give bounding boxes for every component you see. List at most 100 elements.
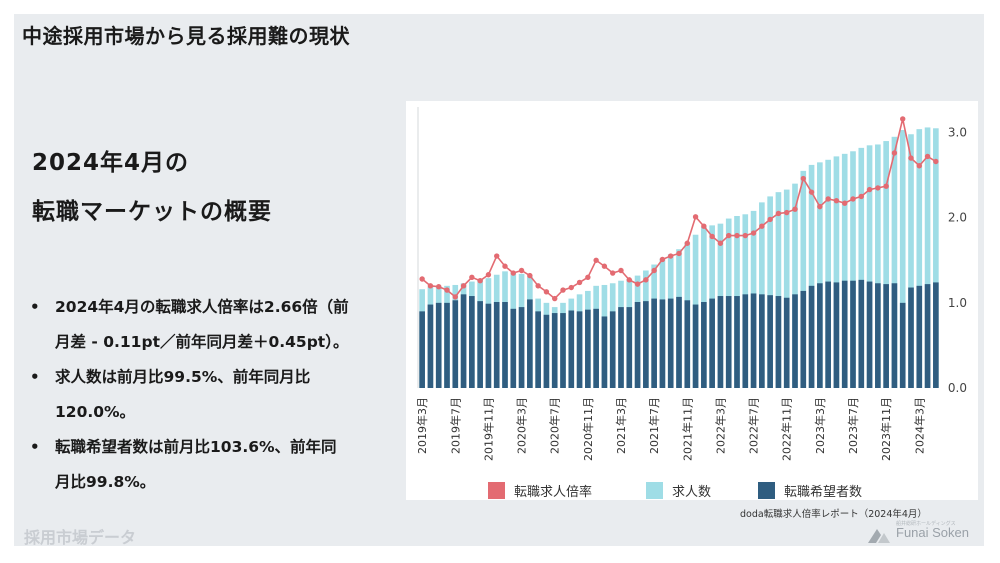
job-ratio-point	[552, 295, 558, 302]
job-seekers-bar	[817, 283, 823, 388]
job-ratio-point	[527, 272, 533, 279]
job-openings-bar	[808, 164, 815, 388]
x-tick-label: 2023年11月	[879, 397, 893, 461]
job-openings-bar	[908, 134, 914, 388]
job-seekers-bar	[750, 293, 757, 388]
legend-label: 転職求人倍率	[514, 484, 592, 500]
job-ratio-chart: 0.0 1.0 2.0 3.0 2019年3月 2019年7月 2019年11月 2020年3…	[415, 107, 967, 500]
job-ratio-point	[717, 240, 724, 246]
funai-logo-mark-icon	[868, 529, 890, 543]
job-seekers-bar	[651, 298, 657, 388]
job-ratio-point	[585, 274, 591, 281]
job-ratio-point	[858, 193, 864, 200]
job-ratio-point	[825, 196, 831, 202]
section-title-line-2: 転職マーケットの概要	[32, 199, 272, 225]
job-seekers-bar	[783, 297, 790, 388]
job-seekers-bar	[568, 310, 575, 388]
job-seekers-bar	[560, 313, 566, 388]
job-ratio-point	[792, 206, 798, 212]
job-ratio-point	[510, 270, 516, 276]
bullet-item-ratio: • 2024年4月の転職求人倍率は2.66倍（前 月差 - 0.11pt／前年同…	[30, 290, 395, 360]
job-ratio-point	[883, 183, 889, 189]
logo-subtext: 船井総研ホールディングス	[896, 521, 956, 527]
job-seekers-bar	[576, 311, 583, 388]
job-seekers-bar	[601, 316, 608, 388]
job-seekers-bar	[725, 296, 732, 388]
job-ratio-point	[875, 185, 881, 191]
job-ratio-point	[469, 274, 475, 281]
job-seekers-bar	[916, 285, 923, 388]
source-caption: doda転職求人倍率レポート（2024年4月）	[740, 509, 927, 520]
job-ratio-point	[494, 253, 500, 259]
job-seekers-bar	[527, 299, 533, 388]
job-openings-bar	[841, 153, 848, 388]
y-tick-label: 3.0	[948, 126, 967, 140]
job-ratio-point	[427, 283, 434, 289]
chart-panel: 0.0 1.0 2.0 3.0 2019年3月 2019年7月 2019年11月 2020年3…	[406, 101, 978, 500]
x-tick-label: 2020年11月	[581, 397, 595, 461]
job-seekers-bar	[493, 301, 500, 388]
job-seekers-bar	[469, 296, 475, 388]
job-seekers-bar	[485, 303, 492, 388]
job-ratio-point	[568, 284, 574, 291]
x-tick-label: 2021年11月	[680, 397, 694, 461]
job-seekers-bar	[767, 295, 773, 388]
job-seekers-bar	[618, 307, 624, 388]
job-openings-bar	[875, 144, 881, 388]
bullet-text-line: 月差 - 0.11pt／前年同月差＋0.45pt）。	[55, 333, 349, 351]
job-ratio-point	[701, 223, 707, 229]
job-openings-bar	[833, 156, 840, 388]
job-openings-bar	[899, 129, 906, 388]
job-seekers-bar	[535, 311, 541, 388]
job-ratio-point	[436, 283, 442, 290]
job-openings-bar	[891, 136, 898, 388]
job-seekers-bar	[841, 280, 848, 388]
job-seekers-bar	[850, 280, 856, 388]
job-ratio-point	[634, 281, 641, 287]
y-tick-label: 0.0	[948, 381, 967, 395]
x-tick-label: 2022年7月	[747, 397, 761, 454]
job-seekers-bar	[709, 298, 715, 388]
job-openings-bar	[800, 170, 807, 388]
section-title-line-1: 2024年4月の	[32, 150, 190, 176]
job-ratio-point	[891, 150, 898, 156]
job-seekers-bar	[891, 283, 898, 388]
job-seekers-bar	[543, 314, 550, 388]
legend-label: 転職希望者数	[784, 484, 862, 500]
job-seekers-bar	[585, 309, 591, 388]
job-openings-bar	[775, 192, 782, 388]
x-tick-label: 2021年7月	[647, 397, 661, 454]
page-title: 中途採用市場から見る採用難の現状	[22, 24, 350, 48]
job-seekers-bar	[593, 308, 599, 388]
x-tick-label: 2020年3月	[515, 397, 529, 454]
job-seekers-bar	[419, 311, 425, 388]
job-ratio-point	[651, 267, 657, 274]
bullet-text-line: 月比99.8%。	[55, 473, 156, 491]
job-ratio-point	[684, 240, 690, 246]
job-ratio-point	[535, 283, 541, 289]
company-logo: 船井総研ホールディングス Funai Soken	[866, 520, 980, 546]
job-seekers-bar	[659, 299, 666, 388]
job-ratio-point	[543, 289, 550, 295]
legend-label: 求人数	[672, 485, 711, 500]
job-ratio-point	[933, 158, 939, 165]
job-ratio-point	[817, 203, 823, 210]
job-ratio-point	[833, 197, 840, 204]
job-ratio-point	[924, 153, 931, 160]
job-openings-bar	[858, 147, 865, 388]
job-seekers-bar	[734, 296, 740, 388]
job-openings-bar	[916, 129, 923, 388]
job-ratio-point	[800, 175, 806, 182]
y-tick-label: 1.0	[948, 296, 967, 310]
job-ratio-point	[734, 232, 740, 239]
job-ratio-point	[419, 276, 425, 282]
job-seekers-bar	[792, 294, 798, 388]
legend-swatch	[758, 482, 775, 499]
bullet-text-line: 2024年4月の転職求人倍率は2.66倍（前	[55, 298, 349, 316]
job-ratio-point	[750, 230, 757, 236]
x-tick-label: 2020年7月	[548, 397, 562, 454]
job-ratio-point	[808, 189, 815, 195]
job-ratio-point	[560, 287, 566, 293]
job-ratio-point	[900, 116, 906, 122]
job-openings-bar	[783, 189, 790, 388]
